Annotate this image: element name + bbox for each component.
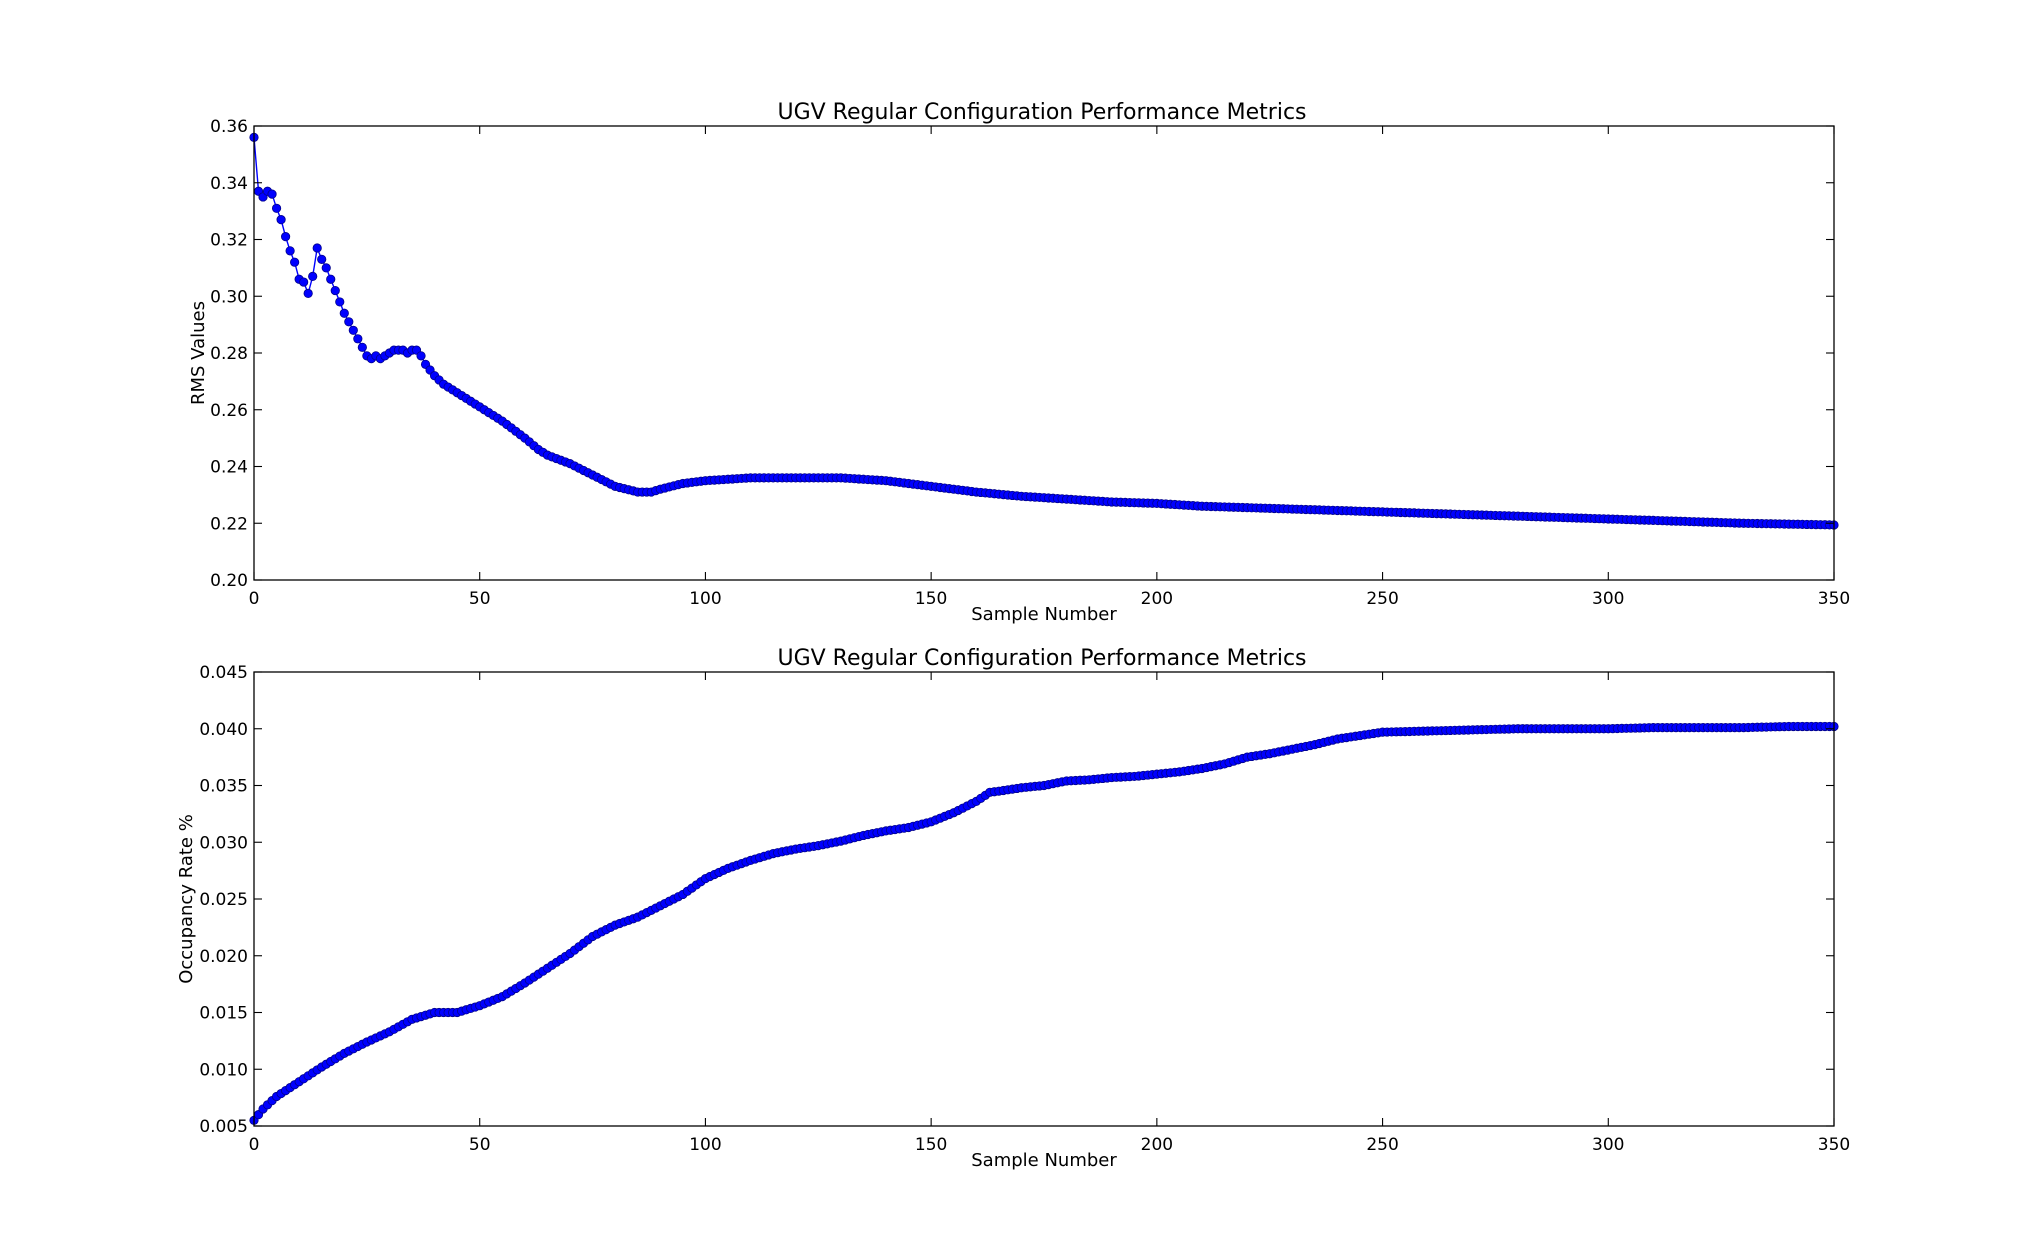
chart-rms-x-tick-label: 100 bbox=[689, 589, 721, 609]
chart-rms-y-tick-label: 0.30 bbox=[210, 287, 248, 307]
chart-rms-plot-area bbox=[249, 132, 1839, 530]
chart-rms-y-axis-title: RMS Values bbox=[188, 301, 209, 405]
chart-rms-x-tick-label: 150 bbox=[915, 589, 947, 609]
chart-rms-x-tick-label: 50 bbox=[469, 589, 491, 609]
chart-occupancy-x-tick-label: 150 bbox=[915, 1135, 947, 1155]
chart-rms-data-point bbox=[357, 342, 367, 352]
chart-occupancy: UGV Regular Configuration Performance Me… bbox=[176, 646, 1850, 1171]
chart-occupancy-y-tick-label: 0.010 bbox=[199, 1060, 248, 1080]
chart-occupancy-y-tick-label: 0.030 bbox=[199, 833, 248, 853]
chart-occupancy-y-tick-label: 0.015 bbox=[199, 1004, 248, 1024]
chart-rms-data-point bbox=[312, 243, 322, 253]
chart-occupancy-y-tick-label: 0.025 bbox=[199, 890, 248, 910]
chart-rms-x-tick-label: 350 bbox=[1818, 589, 1850, 609]
chart-occupancy-ticks: 0 50 100 150 200 250 300 350 0.005 0.010 0.015 0.02… bbox=[199, 663, 1850, 1155]
chart-rms-data-point bbox=[353, 334, 363, 344]
chart-occupancy-x-axis-title: Sample Number bbox=[971, 1150, 1117, 1171]
chart-occupancy-y-tick-label: 0.045 bbox=[199, 663, 248, 683]
chart-rms-x-tick-label: 250 bbox=[1366, 589, 1398, 609]
chart-occupancy-title: UGV Regular Configuration Performance Me… bbox=[777, 646, 1306, 671]
chart-rms-data-point bbox=[285, 246, 295, 256]
chart-rms-data-point bbox=[267, 189, 277, 199]
chart-occupancy-x-tick-label: 0 bbox=[249, 1135, 260, 1155]
chart-rms-y-tick-label: 0.34 bbox=[210, 174, 248, 194]
chart-rms-data-point bbox=[317, 254, 327, 264]
chart-occupancy-x-tick-label: 200 bbox=[1141, 1135, 1173, 1155]
chart-rms-y-tick-label: 0.22 bbox=[210, 514, 248, 534]
chart-rms-data-point bbox=[308, 271, 318, 281]
chart-rms-y-tick-label: 0.28 bbox=[210, 344, 248, 364]
chart-rms-data-point bbox=[330, 285, 340, 296]
chart-rms-data-point bbox=[276, 215, 286, 225]
chart-rms-data-point bbox=[321, 263, 331, 273]
chart-rms-data-point bbox=[290, 257, 300, 267]
chart-rms-data-point bbox=[326, 274, 336, 284]
chart-occupancy-x-tick-label: 250 bbox=[1366, 1135, 1398, 1155]
chart-rms-data-point bbox=[339, 308, 349, 318]
chart-rms-y-tick-label: 0.26 bbox=[210, 401, 248, 421]
chart-rms-data-point bbox=[299, 277, 309, 287]
chart-rms-x-tick-label: 0 bbox=[249, 589, 260, 609]
chart-rms-data-point bbox=[344, 317, 354, 327]
chart-rms: UGV Regular Configuration Performance Me… bbox=[188, 100, 1850, 625]
chart-rms-data-point bbox=[303, 288, 313, 299]
chart-rms-data-point bbox=[271, 203, 282, 213]
chart-rms-frame bbox=[253, 125, 1835, 581]
chart-rms-data-point bbox=[416, 351, 426, 361]
chart-occupancy-x-tick-label: 50 bbox=[469, 1135, 491, 1155]
chart-rms-ticks: 0 50 100 150 200 250 300 350 0.20 0.22 0.24 0.26 0.2… bbox=[210, 117, 1850, 609]
chart-rms-x-tick-label: 300 bbox=[1592, 589, 1624, 609]
chart-rms-y-tick-label: 0.36 bbox=[210, 117, 248, 137]
chart-rms-x-tick-label: 200 bbox=[1141, 589, 1173, 609]
chart-occupancy-x-tick-label: 350 bbox=[1818, 1135, 1850, 1155]
chart-rms-series-line bbox=[253, 137, 1835, 526]
chart-occupancy-x-tick-label: 300 bbox=[1592, 1135, 1624, 1155]
chart-rms-data-point bbox=[335, 297, 345, 307]
chart-rms-y-tick-label: 0.24 bbox=[210, 458, 248, 478]
chart-rms-title: UGV Regular Configuration Performance Me… bbox=[777, 100, 1306, 125]
chart-occupancy-y-tick-label: 0.035 bbox=[199, 777, 248, 797]
chart-occupancy-y-tick-label: 0.020 bbox=[199, 947, 248, 967]
chart-occupancy-x-tick-label: 100 bbox=[689, 1135, 721, 1155]
chart-rms-data-point bbox=[348, 325, 358, 335]
chart-rms-data-point bbox=[280, 232, 291, 242]
chart-rms-x-axis-title: Sample Number bbox=[971, 604, 1117, 625]
chart-occupancy-y-tick-label: 0.040 bbox=[199, 720, 248, 740]
chart-occupancy-y-tick-label: 0.005 bbox=[199, 1117, 248, 1137]
chart-rms-y-tick-label: 0.32 bbox=[210, 231, 248, 251]
chart-occupancy-frame bbox=[253, 671, 1835, 1127]
chart-rms-y-tick-label: 0.20 bbox=[210, 571, 248, 591]
chart-occupancy-plot-area bbox=[249, 721, 1839, 1125]
chart-occupancy-y-axis-title: Occupancy Rate % bbox=[176, 814, 197, 984]
